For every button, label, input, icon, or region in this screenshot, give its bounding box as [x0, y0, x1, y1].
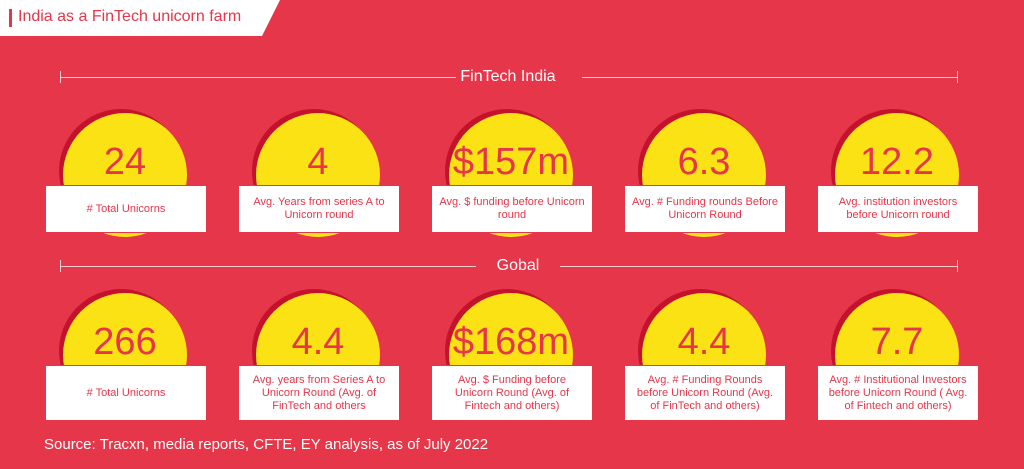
card-funding-india: $157m Avg. $ funding before Unicorn roun… [421, 113, 601, 253]
title-tab: India as a FinTech unicorn farm [0, 0, 280, 36]
section-1-line-right [582, 77, 958, 78]
card-caption: Avg. $ funding before Unicorn round [431, 185, 593, 233]
card-value: $157m [452, 141, 570, 183]
card-funding-global: $168m Avg. $ Funding before Unicorn Roun… [421, 293, 601, 433]
card-investors-india: 12.2 Avg. institution investors before U… [807, 113, 987, 253]
card-value: 24 [103, 141, 147, 183]
section-1-tick-right [957, 71, 958, 83]
card-caption: Avg. # Funding Rounds before Unicorn Rou… [624, 365, 786, 421]
card-total-unicorns-india: 24 # Total Unicorns [35, 113, 215, 253]
card-years-series-a-global: 4.4 Avg. years from Series A to Unicorn … [228, 293, 408, 433]
card-caption: Avg. years from Series A to Unicorn Roun… [238, 365, 400, 421]
card-caption: # Total Unicorns [45, 185, 207, 233]
card-value: 4.4 [291, 321, 345, 363]
card-caption: Avg. $ Funding before Unicorn Round (Avg… [431, 365, 593, 421]
section-2-tick-left [60, 260, 61, 272]
card-caption: Avg. institution investors before Unicor… [817, 185, 979, 233]
card-value: 266 [93, 321, 157, 363]
card-years-series-a-india: 4 Avg. Years from series A to Unicorn ro… [228, 113, 408, 253]
card-value: 12.2 [860, 141, 934, 183]
section-1-label: FinTech India [460, 68, 556, 85]
title-accent-bar [9, 9, 12, 27]
card-value: 6.3 [677, 141, 731, 183]
card-funding-rounds-india: 6.3 Avg. # Funding rounds Before Unicorn… [614, 113, 794, 253]
card-total-unicorns-global: 266 # Total Unicorns [35, 293, 215, 433]
section-2-tick-right [957, 260, 958, 272]
card-caption: # Total Unicorns [45, 365, 207, 421]
section-2-line-right [560, 266, 958, 267]
section-2-line-left [60, 266, 476, 267]
section-1-line-left [60, 77, 456, 78]
card-value: $168m [452, 321, 570, 363]
card-caption: Avg. # Funding rounds Before Unicorn Rou… [624, 185, 786, 233]
section-1-tick-left [60, 71, 61, 83]
card-caption: Avg. Years from series A to Unicorn roun… [238, 185, 400, 233]
card-value: 7.7 [870, 321, 924, 363]
card-funding-rounds-global: 4.4 Avg. # Funding Rounds before Unicorn… [614, 293, 794, 433]
card-caption: Avg. # Institutional Investors before Un… [817, 365, 979, 421]
page-title: India as a FinTech unicorn farm [18, 8, 242, 25]
card-value: 4.4 [677, 321, 731, 363]
source-note: Source: Tracxn, media reports, CFTE, EY … [44, 436, 489, 453]
card-investors-global: 7.7 Avg. # Institutional Investors befor… [807, 293, 987, 433]
section-2-label: Gobal [496, 257, 540, 274]
card-value: 4 [307, 141, 329, 183]
